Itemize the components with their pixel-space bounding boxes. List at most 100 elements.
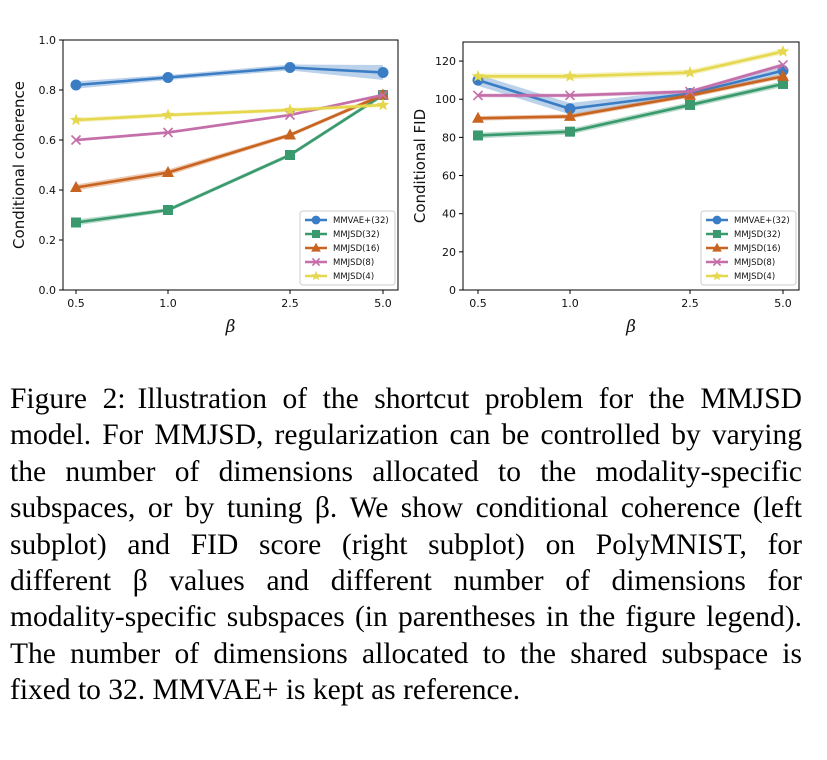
legend-box xyxy=(700,210,797,286)
legend-marker xyxy=(311,242,321,252)
series-band xyxy=(76,93,383,191)
data-point xyxy=(565,126,575,137)
data-point xyxy=(472,90,484,101)
x-axis-label: β xyxy=(625,317,636,337)
data-point xyxy=(377,67,389,78)
series-line xyxy=(478,63,784,97)
data-point xyxy=(685,99,695,110)
legend-marker xyxy=(311,215,321,225)
x-tick-label: 2.5 xyxy=(281,297,299,310)
series-line xyxy=(477,82,784,137)
axes-frame xyxy=(462,41,800,291)
legend-marker xyxy=(712,242,722,252)
series-line xyxy=(75,93,384,224)
series-line xyxy=(477,75,784,120)
y-tick-label: 0.0 xyxy=(39,284,57,297)
series-MMJSD(32) xyxy=(473,78,788,141)
data-point xyxy=(778,78,788,89)
caption-text: Illustration of the shortcut problem for… xyxy=(10,383,802,707)
legend-marker xyxy=(311,270,321,281)
legend-marker xyxy=(713,230,721,238)
x-tick-label: 0.5 xyxy=(469,297,487,310)
data-point xyxy=(563,69,577,82)
legend-marker xyxy=(312,230,320,238)
x-tick-label: 5.0 xyxy=(374,297,392,310)
data-point xyxy=(564,103,576,115)
y-tick-label: 80 xyxy=(442,131,456,144)
legend-marker xyxy=(712,215,722,225)
legend-label: MMJSD(32) xyxy=(734,230,781,240)
data-point xyxy=(162,127,174,138)
data-point xyxy=(376,98,390,111)
y-axis-label: Conditional FID xyxy=(411,109,429,223)
x-tick-label: 5.0 xyxy=(774,297,792,310)
data-point xyxy=(472,111,484,123)
legend-label: MMVAE+(32) xyxy=(734,216,790,226)
y-tick-label: 20 xyxy=(442,246,456,259)
series-line xyxy=(75,66,384,87)
legend: MMVAE+(32) MMJSD(32) MMJSD(16) MMJSD(8) MMJS… xyxy=(700,210,797,286)
legend-box xyxy=(299,210,396,286)
series-MMJSD(4) xyxy=(69,98,390,126)
data-point xyxy=(285,150,295,160)
data-point xyxy=(69,113,83,126)
x-axis-label: β xyxy=(225,317,236,337)
y-tick-label: 0.2 xyxy=(39,234,57,247)
data-point xyxy=(162,166,174,177)
x-tick-label: 2.5 xyxy=(681,297,699,310)
figure: 0.0 0.2 0.4 0.6 0.8 1.0 0.5 1.0 2.5 5.0 β Condition… xyxy=(0,0,827,360)
y-tick-label: 100 xyxy=(435,93,456,106)
legend-marker xyxy=(712,257,722,267)
y-tick-label: 0.4 xyxy=(39,184,57,197)
y-tick-label: 0.6 xyxy=(39,134,57,147)
legend-label: MMJSD(32) xyxy=(333,230,380,240)
series-MMJSD(4) xyxy=(471,45,790,82)
data-point xyxy=(471,69,485,82)
data-point xyxy=(283,103,297,116)
x-tick-label: 1.0 xyxy=(561,297,579,310)
series-MMVAE+(32) xyxy=(70,62,389,91)
legend-label: MMVAE+(32) xyxy=(333,216,389,226)
data-point xyxy=(70,181,82,192)
series-band xyxy=(478,62,783,98)
series-line xyxy=(75,103,384,122)
figure-caption: Figure 2: Illustration of the shortcut pr… xyxy=(10,381,802,709)
y-tick-label: 40 xyxy=(442,208,456,221)
legend-label: MMJSD(16) xyxy=(734,244,781,254)
legend-label: MMJSD(8) xyxy=(333,258,374,268)
series-MMJSD(16) xyxy=(472,69,789,123)
data-point xyxy=(564,90,576,101)
legend-marker xyxy=(712,270,722,281)
data-point xyxy=(70,134,82,146)
series-line xyxy=(478,50,784,78)
series-line xyxy=(75,93,384,142)
legend-marker xyxy=(311,257,321,267)
legend-label: MMJSD(8) xyxy=(734,258,775,268)
data-point xyxy=(71,217,81,228)
series-band xyxy=(478,48,783,80)
y-tick-label: 0 xyxy=(449,284,456,297)
data-point xyxy=(776,45,790,57)
data-point xyxy=(777,59,789,70)
y-tick-label: 60 xyxy=(442,170,456,183)
series-MMJSD(8) xyxy=(70,89,389,146)
series-MMJSD(8) xyxy=(472,59,789,101)
series-line xyxy=(75,93,384,189)
series-band xyxy=(478,81,783,139)
data-point xyxy=(377,89,389,101)
legend-label: MMJSD(4) xyxy=(333,272,374,282)
chart-panel-2: 0 20 40 60 80 100 120 0.5 1.0 2.5 5.0 β Conditional … xyxy=(411,41,800,337)
legend: MMVAE+(32) MMJSD(32) MMJSD(16) MMJSD(8) MMJS… xyxy=(299,210,396,286)
legend-label: MMJSD(4) xyxy=(734,272,775,282)
data-point xyxy=(284,128,296,140)
data-point xyxy=(473,130,483,141)
data-point xyxy=(284,109,296,121)
data-point xyxy=(70,79,82,91)
x-tick-label: 1.0 xyxy=(159,297,177,310)
y-tick-label: 0.8 xyxy=(39,84,57,97)
y-tick-label: 120 xyxy=(435,55,456,68)
figure-svg: 0.0 0.2 0.4 0.6 0.8 1.0 0.5 1.0 2.5 5.0 β Condition… xyxy=(10,34,800,337)
data-point xyxy=(284,62,296,73)
axes-frame xyxy=(62,39,399,291)
series-band xyxy=(76,64,383,89)
